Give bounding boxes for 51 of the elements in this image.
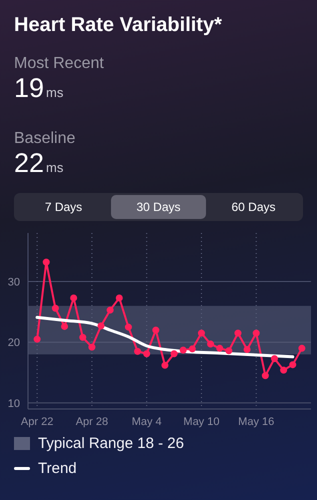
x-tick-label: Apr 22: [20, 416, 54, 428]
point: [289, 361, 296, 368]
text: Most Recent: [14, 55, 105, 73]
legend-label: Trend: [38, 460, 77, 477]
point: [124, 324, 132, 331]
point: [280, 366, 288, 374]
point: [42, 258, 50, 266]
point: [198, 330, 205, 337]
chart-title: Heart Rate Variability*: [14, 14, 223, 37]
point: [61, 322, 68, 330]
point: [98, 322, 105, 330]
point: [180, 346, 187, 354]
line-series: [36, 316, 294, 358]
point: [88, 344, 96, 351]
text: 22: [14, 148, 44, 179]
y-tick-label: 20: [8, 337, 20, 350]
x-tick-label: May 10: [183, 416, 220, 428]
point: [116, 294, 123, 302]
point: [207, 340, 214, 348]
text: Baseline: [14, 130, 76, 148]
point: [234, 330, 242, 337]
x-tick-label: Apr 28: [76, 416, 108, 428]
y-tick-label: 30: [8, 276, 20, 288]
point: [262, 372, 269, 380]
point: [161, 362, 168, 369]
text: 60 Days: [230, 199, 277, 216]
point: [106, 306, 114, 314]
point: [252, 330, 260, 337]
point: [298, 344, 306, 352]
point: [134, 348, 142, 355]
point: [170, 350, 178, 358]
text: 7 Days: [44, 199, 84, 216]
point: [188, 345, 196, 352]
point: [143, 350, 150, 358]
x-tick-label: May 16: [238, 416, 274, 428]
point: [270, 355, 278, 362]
text: 30 Days: [111, 195, 206, 219]
x-tick-label: May 4: [132, 416, 162, 428]
point: [216, 344, 224, 352]
text: ms: [46, 85, 64, 100]
point: [70, 294, 78, 302]
y-tick-label: 10: [8, 398, 20, 410]
point: [79, 334, 86, 341]
point: [34, 336, 41, 343]
legend-label: Typical Range 18 - 26: [38, 435, 184, 452]
text: 19: [14, 73, 44, 104]
text: ms: [46, 160, 64, 175]
point: [52, 304, 59, 312]
point: [225, 347, 232, 354]
point: [244, 346, 251, 354]
point: [152, 326, 160, 334]
